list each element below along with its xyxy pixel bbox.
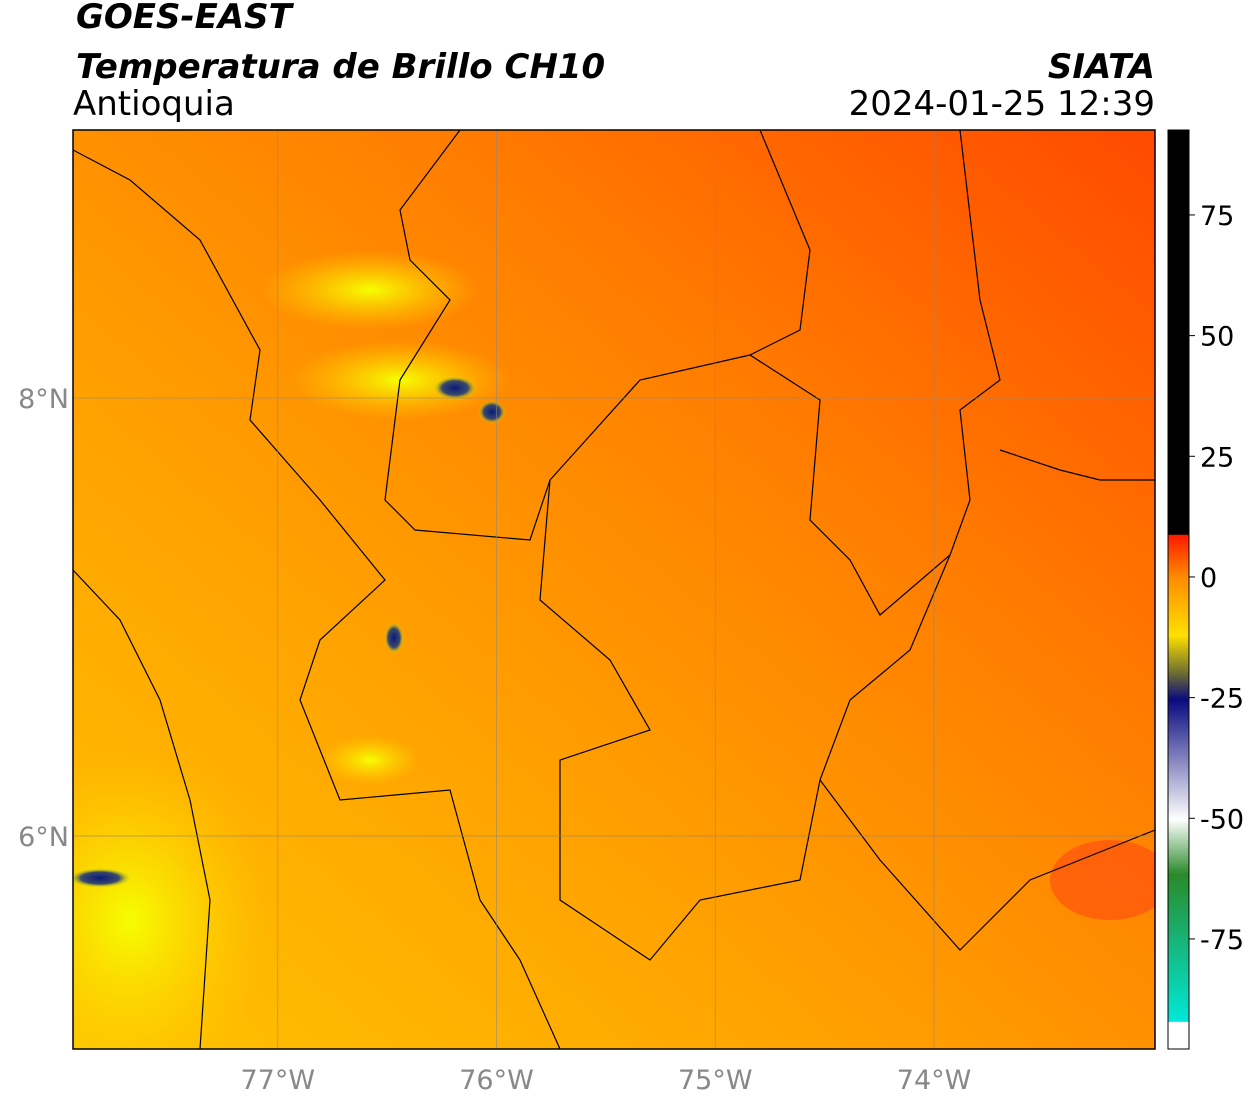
agency: SIATA [1048, 47, 1155, 87]
colorbar-tick-label: 50 [1200, 322, 1234, 353]
timestamp: 2024-01-25 12:39 [849, 84, 1155, 124]
map-frame [72, 129, 1156, 1050]
colorbar-tick-label: -75 [1200, 925, 1244, 956]
colorbar-tick-label: -50 [1200, 804, 1244, 835]
subtitle: Temperatura de Brillo CH10 [76, 47, 605, 87]
title: GOES-EAST [76, 0, 295, 37]
x-tick-label: 74°W [897, 1065, 972, 1096]
map-image [73, 130, 1155, 1049]
region: Antioquia [73, 84, 235, 124]
grid [73, 130, 1155, 1049]
x-tick-label: 75°W [678, 1065, 753, 1096]
x-tick-label: 76°W [459, 1065, 534, 1096]
colorbar-tick-label: 0 [1200, 563, 1217, 594]
colorbar [1167, 129, 1190, 1050]
y-tick-label: 8°N [18, 384, 69, 415]
colorbar-tick-label: 25 [1200, 442, 1234, 473]
x-tick-label: 77°W [240, 1065, 315, 1096]
colorbar-tick-label: 75 [1200, 201, 1234, 232]
colorbar-tick-label: -25 [1200, 684, 1244, 715]
y-tick-label: 6°N [18, 822, 69, 853]
